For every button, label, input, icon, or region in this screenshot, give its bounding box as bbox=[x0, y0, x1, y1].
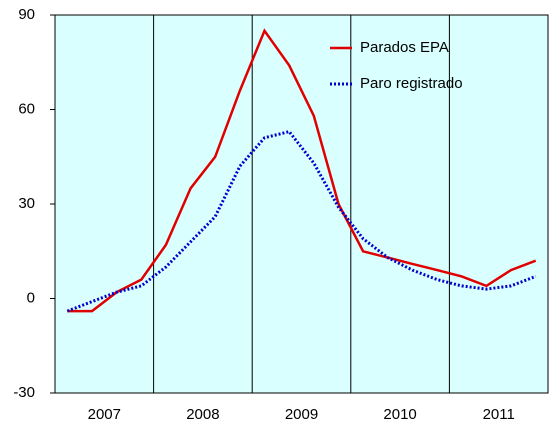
y-tick-label: 30 bbox=[18, 195, 35, 212]
x-tick-label: 2007 bbox=[88, 406, 121, 423]
legend-label: Parados EPA bbox=[360, 39, 449, 56]
plot-area bbox=[54, 14, 549, 394]
y-tick-label: 0 bbox=[27, 289, 35, 306]
x-tick-label: 2008 bbox=[186, 406, 219, 423]
y-tick-label: 60 bbox=[18, 100, 35, 117]
y-tick-label: 90 bbox=[18, 6, 35, 23]
y-tick-label: -30 bbox=[13, 384, 35, 401]
series-line bbox=[67, 28, 537, 313]
x-tick-label: 2009 bbox=[285, 406, 318, 423]
legend-label: Paro registrado bbox=[360, 75, 463, 92]
x-tick-label: 2011 bbox=[483, 406, 515, 423]
x-tick-label: 2010 bbox=[383, 406, 416, 423]
